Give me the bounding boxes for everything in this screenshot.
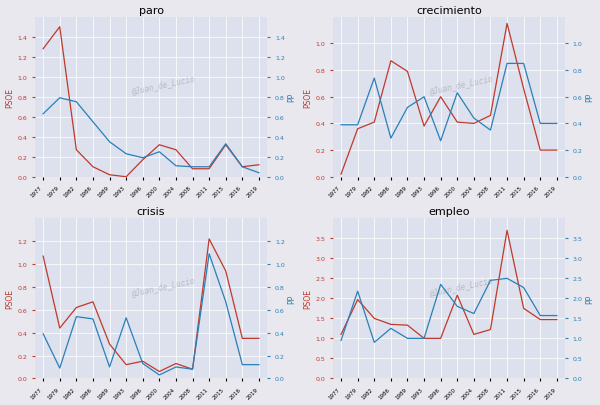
Y-axis label: PSOE: PSOE — [304, 289, 313, 309]
Y-axis label: PSOE: PSOE — [304, 87, 313, 107]
Title: empleo: empleo — [428, 207, 470, 217]
Y-axis label: PP: PP — [586, 93, 595, 102]
Y-axis label: PP: PP — [287, 93, 296, 102]
Text: @Juan_de_Lucio: @Juan_de_Lucio — [130, 275, 195, 297]
Y-axis label: PP: PP — [586, 294, 595, 303]
Y-axis label: PSOE: PSOE — [5, 289, 14, 309]
Title: crecimiento: crecimiento — [416, 6, 482, 15]
Text: @Juan_de_Lucio: @Juan_de_Lucio — [428, 74, 493, 96]
Title: crisis: crisis — [137, 207, 165, 217]
Title: paro: paro — [139, 6, 164, 15]
Y-axis label: PP: PP — [287, 294, 296, 303]
Text: @Juan_de_Lucio: @Juan_de_Lucio — [428, 275, 493, 297]
Y-axis label: PSOE: PSOE — [5, 87, 14, 107]
Text: @Juan_de_Lucio: @Juan_de_Lucio — [130, 74, 195, 96]
